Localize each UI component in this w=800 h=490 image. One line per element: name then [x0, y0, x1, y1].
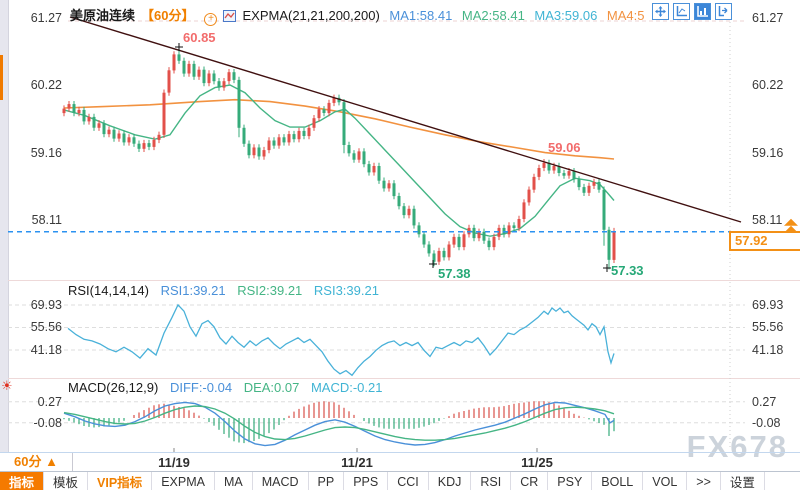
- axis-label: 59.16: [752, 145, 784, 160]
- date-label: 11/25: [521, 455, 553, 470]
- toolbar-item-BOLL[interactable]: BOLL: [592, 472, 644, 490]
- left-scroll-strip[interactable]: [0, 0, 9, 452]
- axis-label: 41.18: [30, 342, 62, 357]
- pivot-price-label: 59.06: [548, 140, 581, 155]
- date-label: 11/19: [158, 455, 190, 470]
- chart-tool-buttons: [652, 3, 732, 20]
- rsi-name[interactable]: RSI(14,14,14): [68, 283, 149, 298]
- diff-value: DIFF:-0.04: [169, 380, 233, 395]
- toolbar-item-CR[interactable]: CR: [511, 472, 549, 490]
- axis-label: 59.16: [30, 145, 62, 160]
- toolbar-item-VIP指标[interactable]: VIP指标: [88, 472, 153, 490]
- exit-icon[interactable]: [715, 3, 732, 20]
- axis-label: 61.27: [30, 11, 62, 25]
- pivot-price-label: 60.85: [183, 30, 216, 45]
- ma2-value: MA2:58.41: [461, 8, 525, 23]
- time-axis-strip: 60分 ▲ 11/19 11/21 11/25: [0, 452, 800, 472]
- axis-label: 55.56: [752, 320, 784, 335]
- toolbar-item-VOL[interactable]: VOL: [643, 472, 688, 490]
- rsi1-value: RSI1:39.21: [160, 283, 226, 298]
- candle-chart-icon: [223, 10, 237, 25]
- axis-label: 69.93: [30, 298, 62, 312]
- add-indicator-icon[interactable]: +: [204, 13, 218, 26]
- axis-label: 55.56: [30, 320, 62, 335]
- toolbar-item-指标[interactable]: 指标: [0, 472, 45, 490]
- axis-label: 0.27: [37, 394, 62, 409]
- axis-label: 41.18: [752, 342, 784, 357]
- live-indicator-icon: ☀: [1, 378, 13, 393]
- timeframe-tag[interactable]: 【60分】: [141, 8, 195, 23]
- toolbar-item-PPS[interactable]: PPS: [344, 472, 389, 490]
- toolbar-item-PSY[interactable]: PSY: [548, 472, 593, 490]
- toolbar-item-MA[interactable]: MA: [215, 472, 253, 490]
- dea-value: DEA:0.07: [243, 380, 300, 395]
- bar-chart-icon[interactable]: [694, 3, 711, 20]
- ma3-value: MA3:59.06: [534, 8, 598, 23]
- toolbar-item-RSI[interactable]: RSI: [471, 472, 512, 490]
- toolbar-item-EXPMA[interactable]: EXPMA: [152, 472, 215, 490]
- toolbar-item->>[interactable]: >>: [687, 472, 721, 490]
- axis-label: 60.22: [752, 78, 784, 92]
- rsi2-value: RSI2:39.21: [237, 283, 303, 298]
- watermark: FX678: [686, 429, 788, 464]
- toolbar-item-PP[interactable]: PP: [309, 472, 345, 490]
- indicator-toolbar: 指标 模板 VIP指标 EXPMA MA MACD PP PPS CCI KDJ RSI CR PSY B…: [0, 471, 800, 490]
- axis-label: -0.08: [33, 415, 63, 430]
- rsi3-value: RSI3:39.21: [313, 283, 379, 298]
- date-label: 11/21: [341, 455, 373, 470]
- ma1-value: MA1:58.41: [389, 8, 453, 23]
- toolbar-item-KDJ[interactable]: KDJ: [429, 472, 472, 490]
- axis-label: 60.22: [30, 78, 62, 92]
- pivot-price-label: 57.38: [438, 266, 471, 281]
- toolbar-item-CCI[interactable]: CCI: [388, 472, 429, 490]
- chart-canvas[interactable]: [0, 0, 800, 452]
- timeframe-selector[interactable]: 60分 ▲: [0, 453, 73, 472]
- axis-label: 0.27: [752, 394, 777, 409]
- axis-label: 58.11: [31, 212, 62, 227]
- axis-label: 69.93: [752, 298, 784, 312]
- move-tool-icon[interactable]: [652, 3, 669, 20]
- toolbar-item-MACD[interactable]: MACD: [253, 472, 309, 490]
- macd-header: MACD(26,12,9) DIFF:-0.04 DEA:0.07 MACD:-…: [68, 380, 391, 395]
- current-price-tag: 57.92: [729, 231, 800, 251]
- axis-label: 61.27: [752, 11, 784, 25]
- toolbar-item-设置[interactable]: 设置: [721, 472, 765, 490]
- ma4-value: MA4:5: [606, 8, 645, 23]
- axis-label: 58.11: [752, 212, 783, 227]
- rsi-header: RSI(14,14,14) RSI1:39.21 RSI2:39.21 RSI3…: [68, 283, 387, 298]
- scale-axis-icon[interactable]: [673, 3, 690, 20]
- macd-value: MACD:-0.21: [310, 380, 383, 395]
- axis-label: -0.08: [752, 415, 781, 430]
- toolbar-item-模板[interactable]: 模板: [44, 472, 89, 490]
- left-scroll-thumb[interactable]: [0, 55, 3, 100]
- indicator-name[interactable]: EXPMA(21,21,200,200): [242, 8, 380, 23]
- chart-header: 美原油连续 【60分】 + EXPMA(21,21,200,200) MA1:58.4…: [70, 5, 651, 26]
- instrument-title: 美原油连续: [70, 8, 136, 23]
- pivot-price-label: 57.33: [611, 263, 644, 278]
- macd-name[interactable]: MACD(26,12,9): [68, 380, 159, 395]
